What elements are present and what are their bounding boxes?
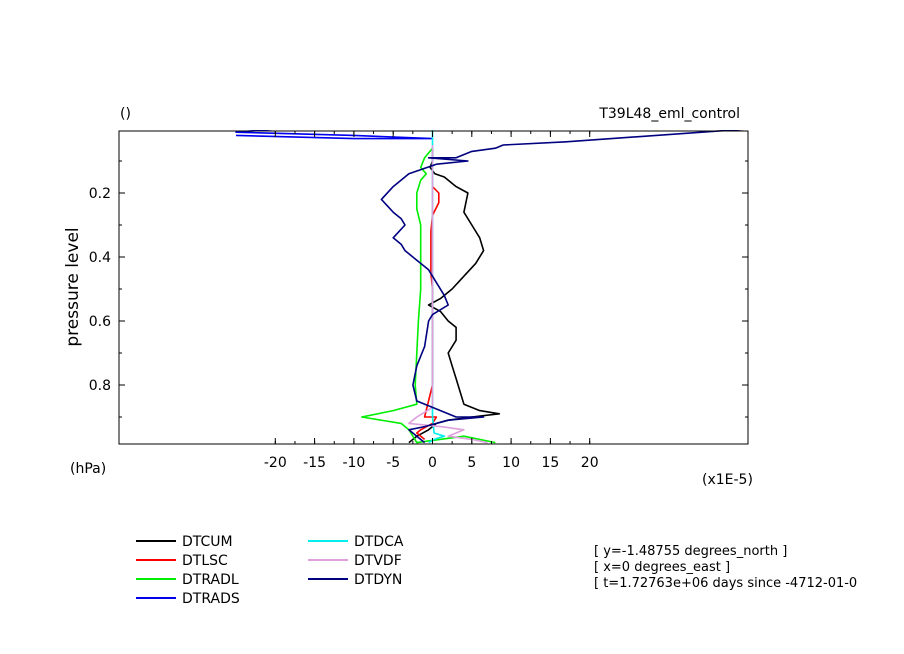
x-tick-label: -5	[386, 455, 400, 471]
y-tick-label: 0.4	[89, 250, 111, 266]
chart-title-left: ()	[120, 106, 131, 122]
legend-label-dtlsc: DTLSC	[182, 553, 228, 569]
x-tick-label: 15	[541, 455, 559, 471]
legend-label-dtvdf: DTVDF	[354, 553, 402, 569]
y-tick-label: 0.2	[89, 186, 111, 202]
info-line-1: [ y=-1.48755 degrees_north ]	[594, 544, 787, 559]
x-tick-label: -20	[264, 455, 287, 471]
legend-label-dtdyn: DTDYN	[354, 572, 402, 588]
y-axis-label: pressure level	[63, 227, 83, 346]
x-tick-label: -10	[342, 455, 365, 471]
legend-label-dtcum: DTCUM	[182, 534, 233, 550]
legend-label-dtrads: DTRADS	[182, 591, 240, 607]
plot-frame	[119, 131, 748, 444]
info-line-2: [ x=0 degrees_east ]	[594, 560, 730, 575]
x-tick-label: -15	[303, 455, 326, 471]
chart-title-right: T39L48_eml_control	[598, 106, 740, 122]
legend-label-dtradl: DTRADL	[182, 572, 239, 588]
x-tick-label: 20	[581, 455, 599, 471]
x-tick-label: 10	[502, 455, 520, 471]
legend: DTCUM DTLSC DTRADL DTRADS DTDCA DTVDF DTDYN	[136, 534, 404, 607]
y-tick-label: 0.6	[89, 314, 111, 330]
info-line-3: [ t=1.72763e+06 days since -4712-01-0	[594, 576, 857, 591]
x-tick-label: 0	[428, 455, 437, 471]
series-line-dtdyn	[381, 129, 747, 443]
legend-label-dtdca: DTDCA	[354, 534, 404, 550]
y-tick-label: 0.8	[89, 378, 111, 394]
series-layer	[236, 129, 747, 443]
x-axis-unit: (x1E-5)	[702, 472, 753, 488]
ticks-layer: -20 -15 -10 -5 0 5 10 15 20 0.2 0.4 0.6 0.8	[89, 131, 748, 471]
y-axis-unit: (hPa)	[70, 461, 106, 477]
series-line-dtcum	[409, 148, 499, 442]
x-tick-label: 5	[467, 455, 476, 471]
